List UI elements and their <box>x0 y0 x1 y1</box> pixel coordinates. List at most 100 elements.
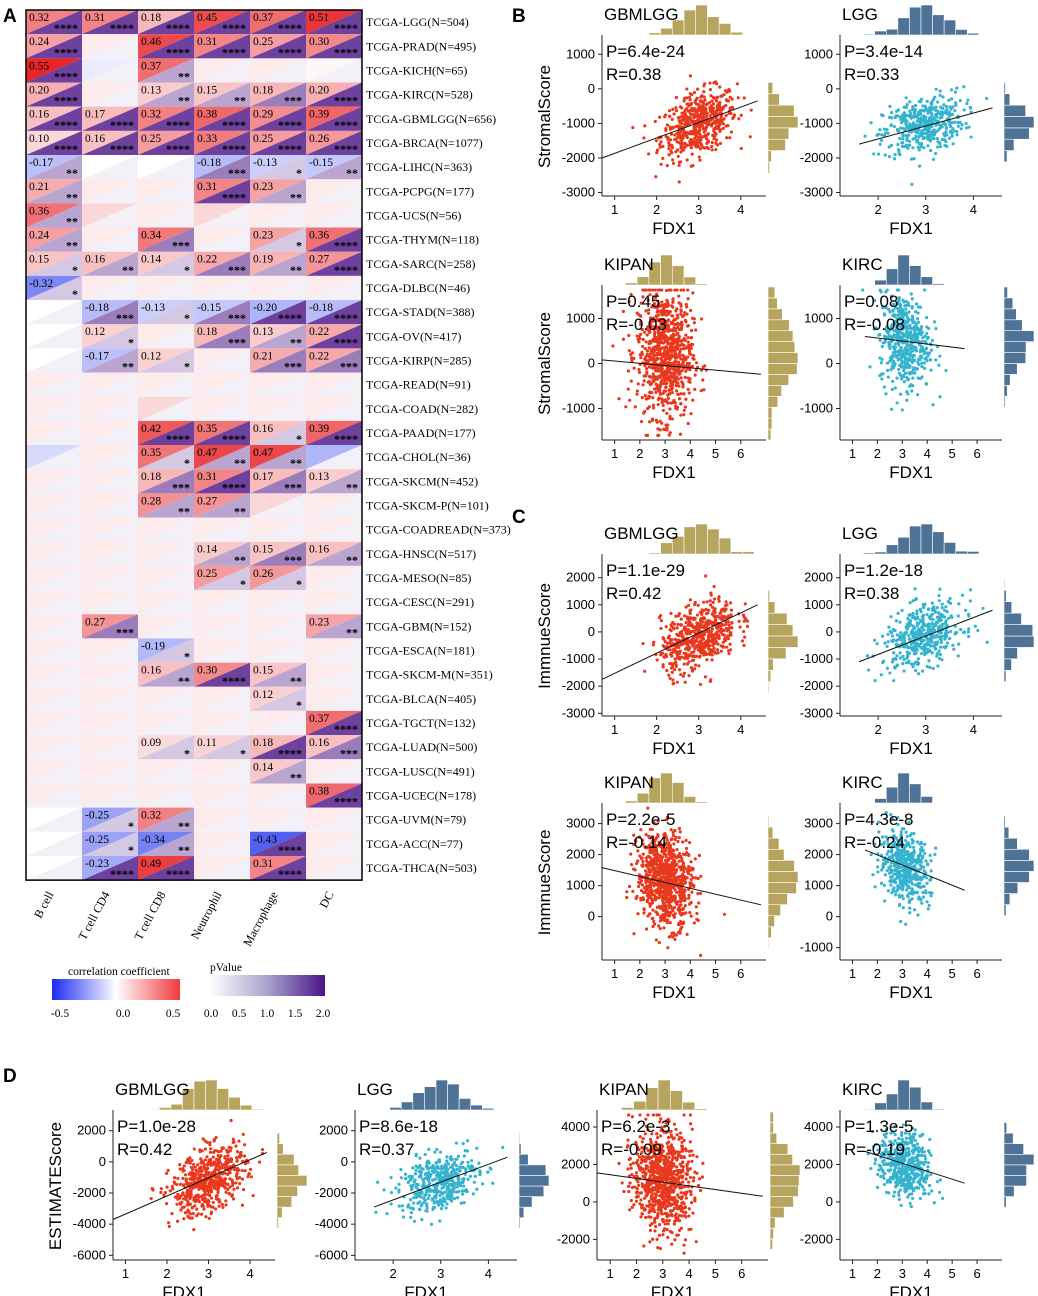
heatmap-pvalue-triangle <box>250 807 306 832</box>
scatter-point <box>699 122 704 126</box>
scatter-point <box>642 911 646 915</box>
heatmap-corr-label: 0.39 <box>309 423 329 435</box>
scatter-point <box>667 906 671 910</box>
scatter-point <box>683 318 687 322</box>
scatter-point <box>941 95 945 99</box>
scatter-point <box>909 157 914 161</box>
y-tick-label: -2000 <box>800 678 833 693</box>
marginal-histogram-x-bar <box>874 30 887 36</box>
scatter-point <box>675 140 679 144</box>
scatter-point <box>725 90 729 94</box>
scatter-point <box>889 340 894 344</box>
scatter-point <box>658 383 663 387</box>
marginal-histogram-x-bar <box>932 14 945 36</box>
scatter-point <box>672 905 677 910</box>
scatter-point <box>677 397 682 401</box>
heatmap-pvalue-triangle <box>194 638 250 663</box>
heatmap-corr-label: 0.19 <box>253 254 273 266</box>
heatmap-corr-triangle <box>306 58 362 83</box>
heatmap-pvalue-triangle <box>250 614 306 639</box>
scatter-point <box>611 344 615 348</box>
scatter-point <box>921 104 925 108</box>
heatmap-pvalue-stars: ** <box>66 166 78 180</box>
heatmap-pvalue-triangle <box>138 759 194 784</box>
heatmap-corr-triangle <box>138 783 194 808</box>
scatter-point <box>684 369 688 373</box>
scatter-point <box>630 351 635 355</box>
marginal-histogram-y-bar <box>767 363 798 375</box>
heatmap-corr-triangle <box>250 106 306 131</box>
heatmap-pvalue-stars: *** <box>340 360 358 374</box>
panel-label-a: A <box>3 6 17 27</box>
scatter-point <box>880 113 884 117</box>
scatter-point <box>925 331 929 336</box>
scatter-point <box>690 120 694 124</box>
scatter-point <box>674 389 679 393</box>
scatter-point <box>678 655 683 659</box>
heatmap-pvalue-stars: * <box>128 843 134 857</box>
heatmap-pvalue-triangle <box>194 565 250 591</box>
scatter-point <box>643 394 647 398</box>
scatter-point <box>964 121 968 126</box>
scatter-point <box>700 94 704 98</box>
scatter-point <box>924 632 928 636</box>
heatmap-pvalue-stars: ** <box>290 456 302 470</box>
marginal-histogram-x-bar <box>695 801 708 804</box>
scatter-point <box>692 90 697 95</box>
y-tick-label: 1000 <box>804 311 833 326</box>
scatter-point <box>916 360 920 364</box>
scatter-point <box>721 122 725 126</box>
heatmap-pvalue-stars: ** <box>290 770 302 784</box>
scatter-point <box>642 379 646 383</box>
heatmap-pvalue-triangle <box>82 348 138 373</box>
scatter-point <box>709 104 713 108</box>
heatmap-pvalue-stars: **** <box>334 239 358 253</box>
scatter-point <box>667 329 671 333</box>
heatmap-corr-label: 0.51 <box>309 12 329 24</box>
marginal-histogram-x-bar <box>966 32 980 36</box>
scatter-point <box>669 138 673 142</box>
scatter-point <box>692 321 696 325</box>
scatter-point <box>964 126 969 130</box>
scatter-point <box>901 654 905 658</box>
scatter-point <box>742 629 746 634</box>
heatmap-corr-label: 0.49 <box>141 858 161 870</box>
marginal-histogram-y-bar <box>767 815 770 828</box>
stat-r-value: R=0.38 <box>606 65 661 84</box>
scatter-point <box>914 103 918 108</box>
scatter-point <box>922 645 926 649</box>
heatmap-pvalue-stars: ** <box>122 263 134 277</box>
heatmap-pvalue-stars: * <box>184 456 190 470</box>
heatmap-pvalue-triangle <box>306 735 362 760</box>
x-tick-label: 3 <box>661 446 668 461</box>
marginal-histogram-x-bar <box>932 283 945 286</box>
heatmap-corr-triangle <box>250 324 306 349</box>
heatmap-pvalue-triangle <box>306 445 362 470</box>
y-axis-label: StromalScore <box>535 312 554 415</box>
scatter-point <box>911 665 915 669</box>
scatter-point <box>923 122 927 126</box>
marginal-histogram-x-bar <box>742 34 755 36</box>
scatter-point <box>715 633 719 637</box>
heatmap-corr-label: 0.36 <box>29 205 49 217</box>
scatter-point <box>683 627 687 631</box>
heatmap-corr-label: 0.31 <box>197 181 217 193</box>
heatmap-column-label: Macrophage <box>240 889 281 949</box>
heatmap-corr-triangle <box>194 34 250 59</box>
heatmap-pvalue-triangle <box>250 420 306 446</box>
scatter-point <box>928 105 932 109</box>
heatmap-pvalue-triangle <box>138 735 194 760</box>
scatter-point <box>966 98 970 102</box>
scatter-point <box>695 138 699 142</box>
scatter-point <box>959 627 963 632</box>
marginal-histogram-y-bar <box>767 904 781 917</box>
scatter-point <box>662 376 666 380</box>
scatter-point <box>906 113 910 118</box>
scatter-point <box>685 932 689 936</box>
scatter-point <box>949 88 954 92</box>
heatmap-corr-label: -0.23 <box>85 858 109 870</box>
scatter-point <box>882 127 887 131</box>
x-tick-label: 3 <box>695 202 702 217</box>
stat-p-value: P=6.4e-24 <box>606 42 685 61</box>
scatter-point <box>730 97 734 101</box>
